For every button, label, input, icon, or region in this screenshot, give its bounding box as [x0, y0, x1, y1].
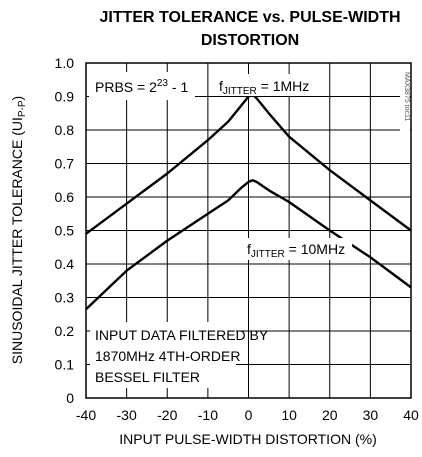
x-tick-label: 20 [322, 407, 338, 423]
x-tick-label: -30 [117, 407, 137, 423]
x-tick-label: 0 [245, 407, 253, 423]
filter-note-line1: INPUT DATA FILTERED BY [95, 327, 269, 343]
y-tick-labels: 0 0.1 0.2 0.3 0.4 0.5 0.6 0.7 0.8 0.9 1.0 [55, 55, 75, 406]
watermark-box [400, 70, 410, 138]
series-1mhz-label: fJITTER = 1MHz [219, 78, 309, 97]
chart-title-line2: DISTORTION [201, 32, 299, 49]
prbs-annotation: PRBS = 223 - 1 [95, 78, 188, 95]
x-tick-label: 10 [281, 407, 297, 423]
series-10mhz-label-box [244, 238, 352, 260]
x-tick-label: -20 [157, 407, 177, 423]
x-tick-label: 30 [363, 407, 379, 423]
x-axis-label: INPUT PULSE-WIDTH DISTORTION (%) [119, 431, 376, 447]
series-10mhz-line [85, 179, 412, 311]
y-tick-label: 0.7 [55, 156, 75, 172]
y-tick-label: 0 [66, 390, 74, 406]
filter-note-line2: 1870MHz 4TH-ORDER [95, 348, 240, 364]
y-tick-label: 0.8 [55, 122, 75, 138]
series-10mhz-label: fJITTER = 10MHz [247, 241, 345, 260]
watermark: MAX3875 toc11 [403, 72, 410, 121]
y-tick-label: 0.9 [55, 89, 75, 105]
y-tick-label: 1.0 [55, 55, 75, 71]
filter-note-line3: BESSEL FILTER [95, 369, 200, 385]
y-tick-label: 0.1 [55, 357, 75, 373]
y-tick-label: 0.4 [55, 256, 75, 272]
x-tick-label: -10 [198, 407, 218, 423]
series-1mhz-label-box [216, 74, 320, 96]
x-tick-label: 40 [403, 407, 419, 423]
y-tick-label: 0.6 [55, 189, 75, 205]
y-tick-label: 0.3 [55, 290, 75, 306]
chart-title-line1: JITTER TOLERANCE vs. PULSE-WIDTH [99, 9, 400, 26]
plot-frame [85, 62, 412, 399]
x-tick-labels: -40 -30 -20 -10 0 10 20 30 40 [76, 407, 419, 423]
y-axis-label: SINUSOIDAL JITTER TOLERANCE (UIP-P) [9, 96, 28, 364]
filter-note-box [90, 322, 236, 388]
x-tick-label: -40 [76, 407, 96, 423]
y-tick-label: 0.5 [55, 223, 75, 239]
prbs-box [89, 72, 195, 100]
y-tick-label: 0.2 [55, 323, 75, 339]
